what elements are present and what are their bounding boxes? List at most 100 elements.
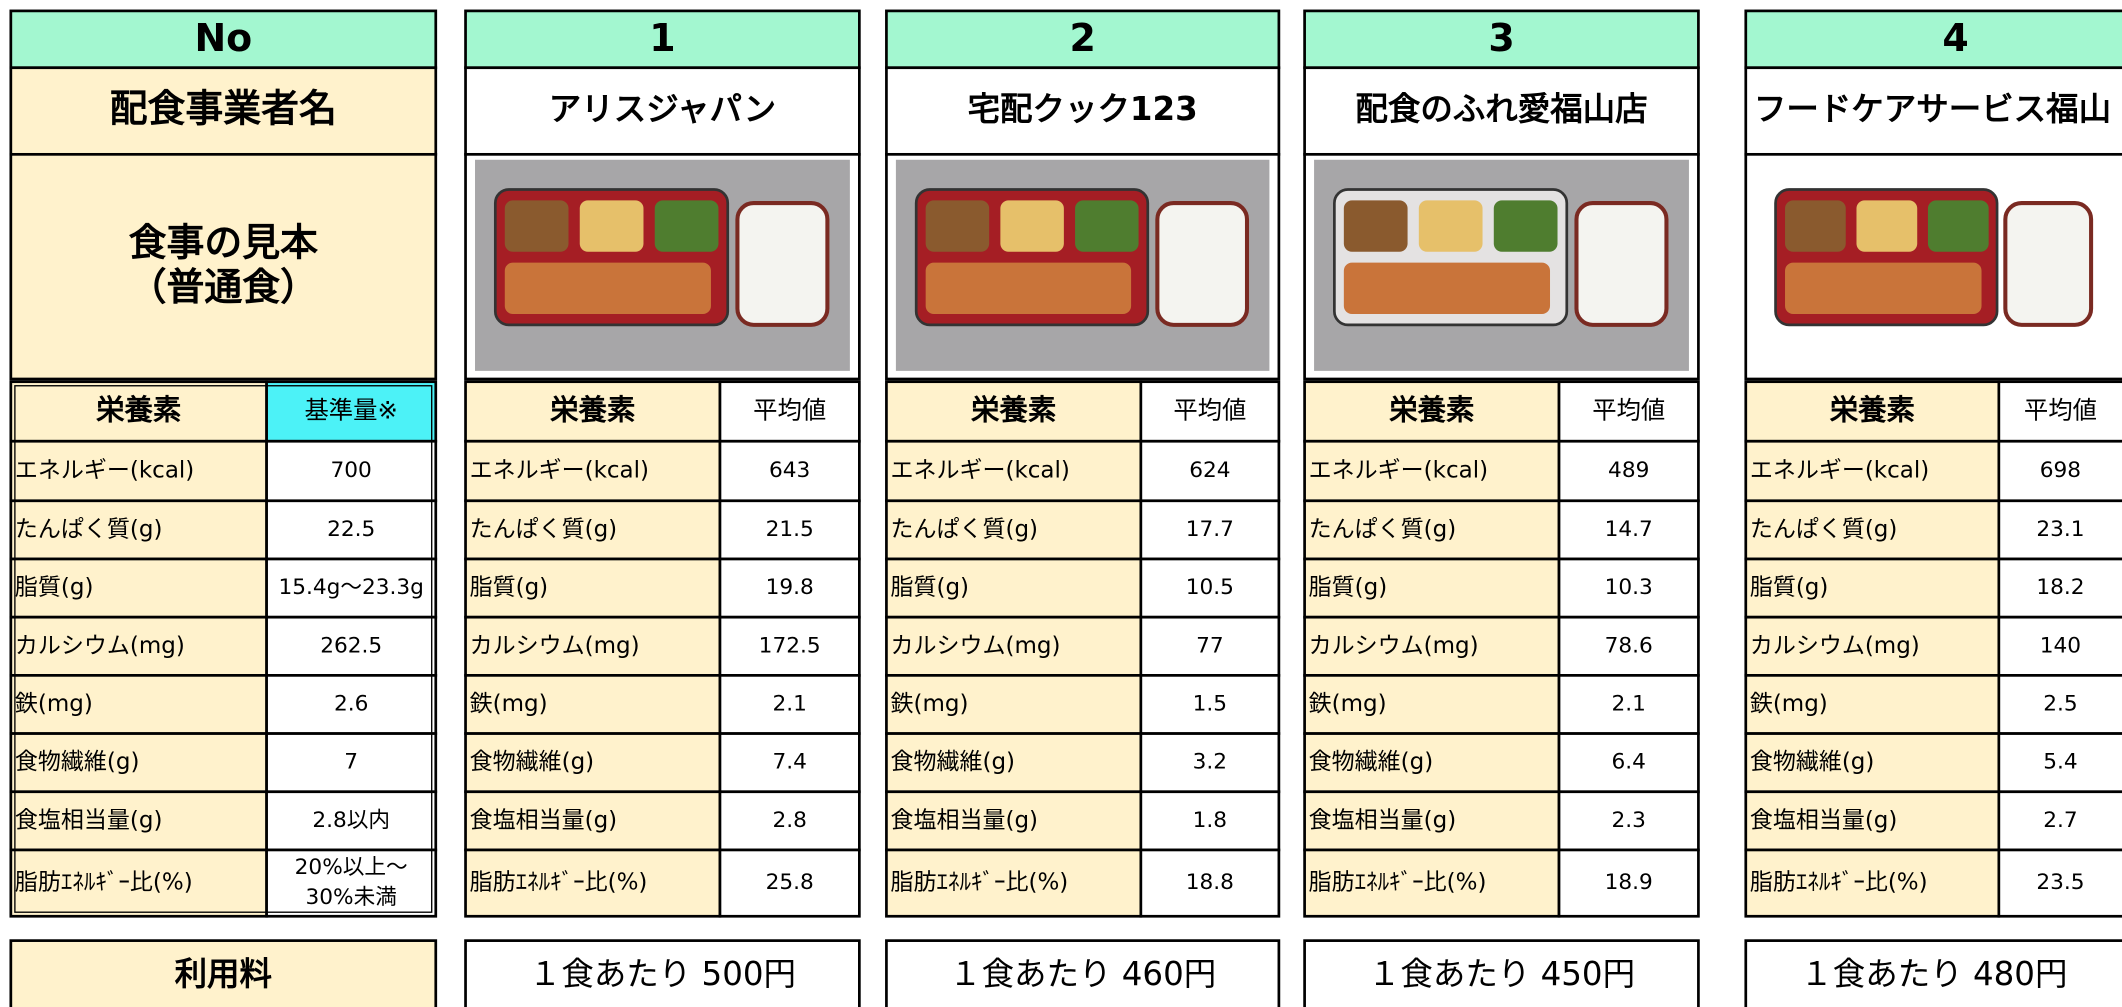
nutrient-name-cell bbox=[9, 790, 268, 852]
header-cell bbox=[9, 9, 438, 70]
fee-text: １食あたり 460円 bbox=[949, 955, 1216, 993]
fee-label: 利用料 bbox=[175, 955, 272, 993]
value-cell bbox=[1139, 732, 1281, 794]
value-cell bbox=[1139, 790, 1281, 852]
header-cell bbox=[1744, 9, 2122, 70]
provider-no: 1 bbox=[649, 16, 675, 60]
nutrient-name: たんぱく質(g) bbox=[890, 516, 1038, 542]
nutrient-name-cell bbox=[464, 499, 722, 561]
dish bbox=[579, 200, 644, 252]
nutrient-name: 脂質(g) bbox=[470, 575, 549, 601]
rice bbox=[1155, 201, 1250, 327]
nutrient-name-cell bbox=[9, 499, 268, 561]
dish bbox=[1075, 200, 1139, 252]
nutrient-name: カルシウム(mg) bbox=[890, 633, 1060, 659]
dish bbox=[1000, 200, 1064, 252]
nutrient-name-cell bbox=[1303, 790, 1561, 852]
standard-value: 2.8以内 bbox=[312, 808, 390, 833]
value-cell bbox=[718, 674, 861, 735]
value-cell bbox=[1557, 439, 1700, 503]
average-value: 23.1 bbox=[2036, 517, 2084, 542]
standard-value: 700 bbox=[331, 458, 372, 483]
average-value: 140 bbox=[2040, 633, 2081, 658]
average-value: 1.5 bbox=[1193, 691, 1227, 716]
nutrient-name-cell bbox=[9, 615, 268, 677]
average-value: 2.3 bbox=[1612, 808, 1646, 833]
nutrient-name: 食塩相当量(g) bbox=[1750, 807, 1898, 833]
dish bbox=[1343, 200, 1408, 252]
average-value: 2.1 bbox=[1612, 691, 1646, 716]
provider-no: 3 bbox=[1488, 16, 1514, 60]
rice bbox=[2003, 201, 2094, 327]
name-cell bbox=[464, 66, 861, 156]
nutrient-name-cell bbox=[885, 790, 1143, 852]
dish bbox=[504, 200, 569, 252]
value-cell bbox=[1557, 615, 1700, 677]
sample-label: 食事の見本 bbox=[129, 221, 318, 265]
average-header: 平均値 bbox=[753, 395, 826, 424]
provider-name: アリスジャパン bbox=[549, 90, 776, 128]
nutrient-name: 脂肪ｴﾈﾙｷﾞｰ比(%) bbox=[470, 870, 648, 896]
average-value: 643 bbox=[769, 458, 810, 483]
value-cell bbox=[1997, 848, 2122, 918]
average-value: 2.1 bbox=[772, 691, 806, 716]
nutrient-name: エネルギー(kcal) bbox=[1309, 458, 1488, 484]
value-cell bbox=[1997, 615, 2122, 677]
average-header: 平均値 bbox=[1592, 395, 1665, 424]
nutrient-name-cell bbox=[885, 848, 1143, 918]
average-value: 7.4 bbox=[772, 750, 806, 775]
average-value: 1.8 bbox=[1193, 808, 1227, 833]
average-value: 489 bbox=[1608, 458, 1649, 483]
nutrient-name: 鉄(mg) bbox=[1750, 691, 1828, 717]
value-cell bbox=[265, 732, 438, 794]
fee-text: １食あたり 500円 bbox=[529, 955, 796, 993]
nutrient-name: 鉄(mg) bbox=[15, 691, 93, 717]
nutrient-name-cell bbox=[885, 615, 1143, 677]
table-header-text: 栄養素 bbox=[550, 393, 635, 426]
standard-value: 20%以上～ bbox=[295, 855, 408, 880]
average-value: 2.8 bbox=[772, 808, 806, 833]
dish bbox=[1343, 262, 1551, 315]
average-header: 平均値 bbox=[1173, 395, 1246, 424]
rice bbox=[1574, 201, 1669, 327]
header-cell bbox=[885, 9, 1281, 70]
table-header-name bbox=[464, 380, 722, 443]
table-header-text: 栄養素 bbox=[971, 393, 1056, 426]
nutrient-name: 食塩相当量(g) bbox=[890, 807, 1038, 833]
average-value: 77 bbox=[1196, 633, 1224, 658]
nutrient-name: エネルギー(kcal) bbox=[470, 458, 649, 484]
average-value: 25.8 bbox=[766, 870, 814, 895]
value-cell bbox=[1139, 615, 1281, 677]
nutrient-name: たんぱく質(g) bbox=[470, 516, 618, 542]
nutrient-name: エネルギー(kcal) bbox=[1750, 458, 1929, 484]
average-value: 78.6 bbox=[1605, 633, 1653, 658]
value-cell bbox=[1997, 557, 2122, 619]
average-value: 10.3 bbox=[1605, 575, 1653, 600]
provider-label: 配食事業者名 bbox=[110, 87, 337, 131]
nutrient-name: 食物繊維(g) bbox=[1309, 749, 1434, 775]
table-header-value bbox=[1997, 380, 2122, 443]
average-value: 172.5 bbox=[759, 633, 821, 658]
average-value: 6.4 bbox=[1612, 750, 1646, 775]
nutrient-name: 食塩相当量(g) bbox=[470, 807, 618, 833]
nutrient-name: 脂質(g) bbox=[15, 575, 94, 601]
table-header-text: 栄養素 bbox=[1830, 393, 1915, 426]
standard-value: 262.5 bbox=[320, 633, 382, 658]
table-header-value bbox=[1139, 380, 1281, 443]
dish bbox=[925, 262, 1132, 315]
value-cell bbox=[1139, 848, 1281, 918]
nutrient-name: 脂肪ｴﾈﾙｷﾞｰ比(%) bbox=[1750, 870, 1928, 896]
nutrient-name-cell bbox=[464, 615, 722, 677]
image-cell bbox=[9, 152, 438, 381]
dish bbox=[1785, 200, 1846, 252]
name-cell bbox=[885, 66, 1281, 156]
value-cell bbox=[1139, 557, 1281, 619]
provider-name: 宅配クック123 bbox=[968, 90, 1198, 128]
nutrient-name: 鉄(mg) bbox=[470, 691, 548, 717]
value-cell bbox=[1139, 439, 1281, 503]
nutrient-name: たんぱく質(g) bbox=[1309, 516, 1457, 542]
value-cell bbox=[265, 848, 438, 918]
average-value: 23.5 bbox=[2036, 870, 2084, 895]
